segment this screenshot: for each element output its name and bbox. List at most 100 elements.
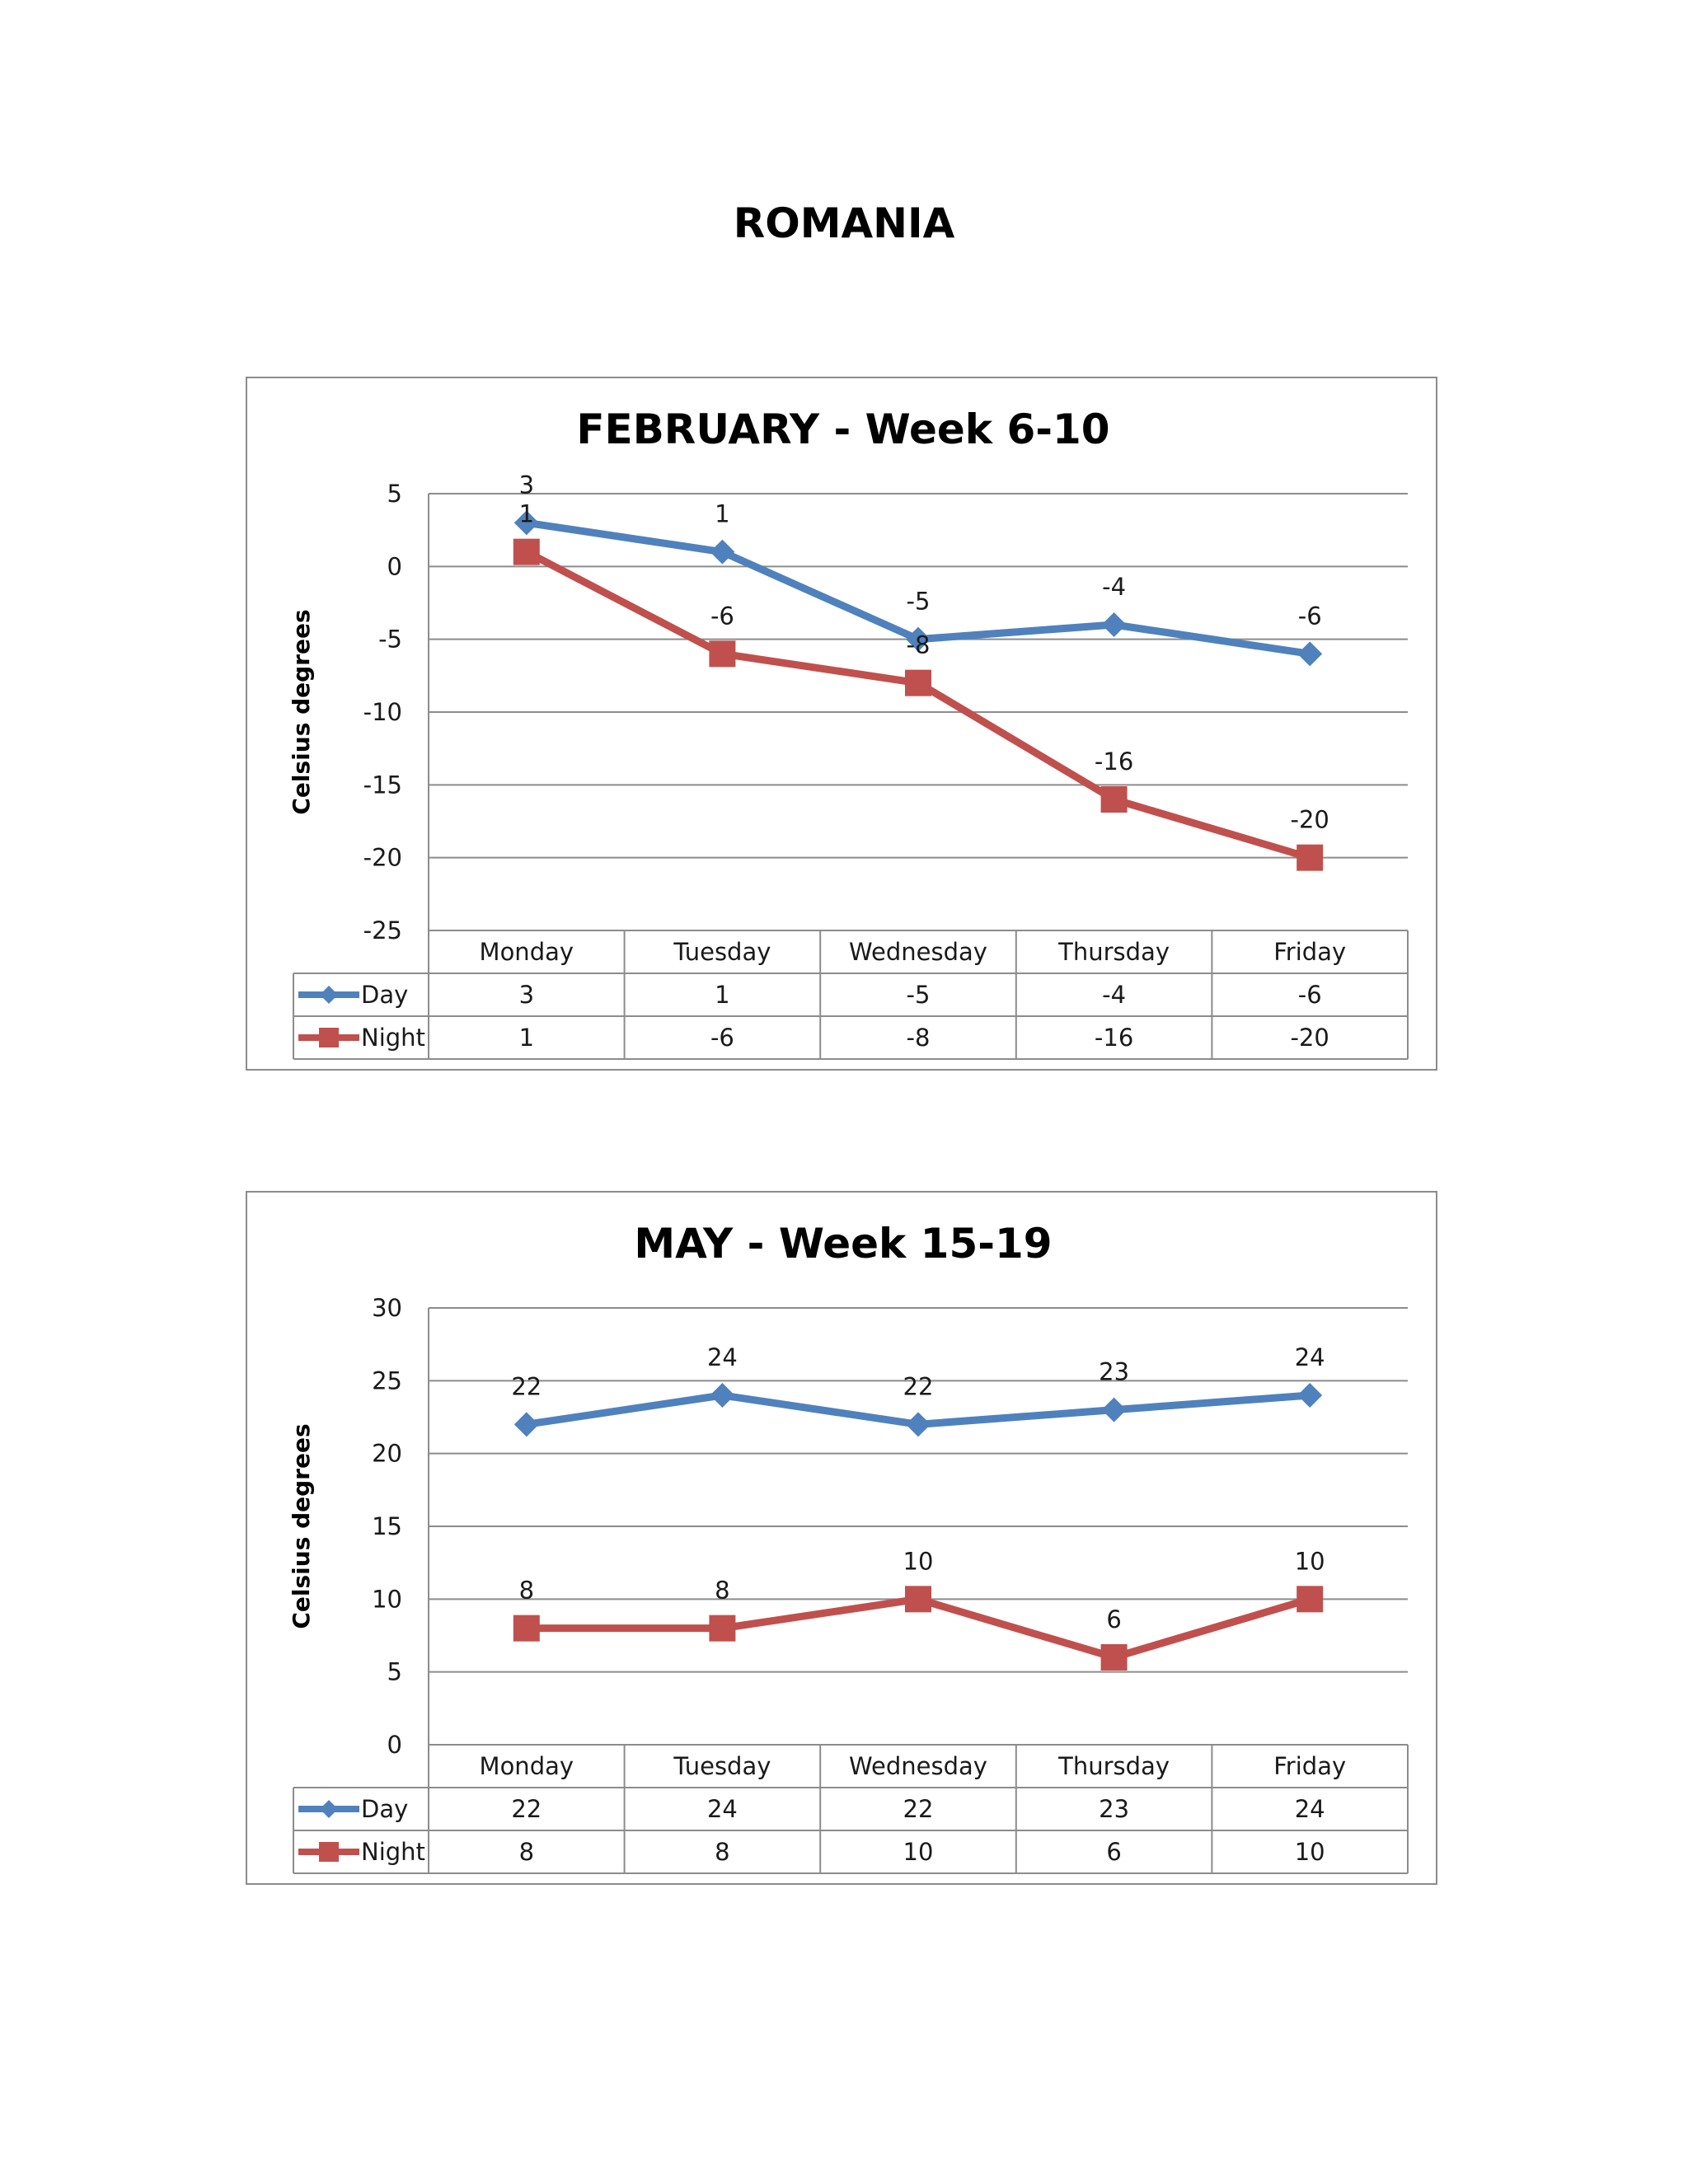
table-value: -6 xyxy=(1298,981,1322,1009)
table-value: 23 xyxy=(1099,1795,1129,1823)
chart-february: FEBRUARY - Week 6-10 Celsius degrees 5 0 -5 -… xyxy=(246,377,1437,1071)
data-label-night: 10 xyxy=(1295,1547,1325,1575)
x-category-label: Friday xyxy=(1273,938,1346,966)
legend-label-day: Day xyxy=(361,1795,408,1823)
table-value: 3 xyxy=(519,981,534,1009)
table-value: 22 xyxy=(903,1795,934,1823)
y-tick-label: -10 xyxy=(363,698,402,726)
data-point-night xyxy=(905,669,931,696)
y-tick-label: 20 xyxy=(372,1440,402,1468)
data-point-day xyxy=(1101,1397,1127,1422)
y-tick-label: 30 xyxy=(372,1294,402,1322)
legend-marker-square xyxy=(319,1842,339,1862)
y-tick-label: 0 xyxy=(387,1731,402,1759)
data-label-day: 24 xyxy=(1295,1343,1325,1371)
data-label-day: -5 xyxy=(907,588,931,616)
table-value: -16 xyxy=(1095,1024,1133,1052)
data-label-day: 3 xyxy=(519,471,534,499)
data-point-day xyxy=(513,1412,539,1437)
table-value: 6 xyxy=(1106,1838,1121,1866)
table-value: 8 xyxy=(519,1838,534,1866)
table-value: 22 xyxy=(511,1795,542,1823)
x-category-label: Wednesday xyxy=(849,938,987,966)
legend-marker-square xyxy=(319,1028,339,1047)
legend-label-day: Day xyxy=(361,981,408,1009)
table-value: -20 xyxy=(1291,1024,1329,1052)
data-point-night xyxy=(1100,1644,1128,1671)
x-category-label: Tuesday xyxy=(673,1752,771,1780)
table-value: 10 xyxy=(903,1838,934,1866)
table-value: 1 xyxy=(519,1024,534,1052)
chart-title: FEBRUARY - Week 6-10 xyxy=(576,405,1109,453)
table-value: 10 xyxy=(1295,1838,1325,1866)
table-value: 1 xyxy=(715,981,729,1009)
legend-label-night: Night xyxy=(361,1838,425,1866)
table-value: 8 xyxy=(715,1838,729,1866)
y-tick-label: -15 xyxy=(363,771,402,799)
data-point-night xyxy=(513,538,540,565)
data-point-day xyxy=(1297,641,1323,667)
y-tick-label: 5 xyxy=(387,480,402,508)
data-label-day: -6 xyxy=(1298,602,1322,630)
data-label-night: 8 xyxy=(715,1577,729,1605)
x-category-label: Thursday xyxy=(1057,1752,1170,1780)
data-point-night xyxy=(709,640,736,668)
y-axis-title: Celsius degrees xyxy=(288,609,315,814)
x-category-label: Tuesday xyxy=(673,938,771,966)
chart-may: MAY - Week 15-19 Celsius degrees 30 25 20 15 1… xyxy=(246,1191,1437,1885)
data-label-night: -16 xyxy=(1095,748,1133,776)
x-category-label: Thursday xyxy=(1057,938,1170,966)
legend-label-night: Night xyxy=(361,1024,425,1052)
y-tick-label: -20 xyxy=(363,844,402,872)
x-category-label: Friday xyxy=(1273,1752,1346,1780)
data-label-day: 24 xyxy=(707,1343,738,1371)
data-point-night xyxy=(905,1586,931,1613)
page-title: ROMANIA xyxy=(733,199,955,247)
data-label-night: -6 xyxy=(710,602,734,630)
y-tick-label: 25 xyxy=(372,1366,402,1394)
data-label-night: 10 xyxy=(903,1547,934,1575)
data-point-day xyxy=(906,626,931,652)
data-point-day xyxy=(513,510,539,536)
table-value: -4 xyxy=(1102,981,1126,1009)
data-label-night: -8 xyxy=(907,631,931,659)
y-tick-label: 15 xyxy=(372,1512,402,1540)
data-point-day xyxy=(710,539,735,565)
data-label-day: 23 xyxy=(1099,1358,1129,1386)
data-point-day xyxy=(710,1383,735,1408)
data-label-night: 1 xyxy=(519,500,534,528)
data-label-day: 22 xyxy=(903,1372,934,1400)
x-category-label: Monday xyxy=(480,938,574,966)
y-tick-label: 5 xyxy=(387,1658,402,1686)
data-point-night xyxy=(1296,1586,1324,1613)
y-tick-label: -5 xyxy=(378,626,402,654)
data-label-night: 6 xyxy=(1106,1605,1121,1633)
legend-marker-diamond xyxy=(320,1800,338,1818)
data-label-day: 1 xyxy=(715,500,729,528)
chart-february-svg: FEBRUARY - Week 6-10 Celsius degrees 5 0 -5 -… xyxy=(288,405,1409,1060)
chart-may-svg: MAY - Week 15-19 Celsius degrees 30 25 20 15 1… xyxy=(288,1220,1409,1874)
data-point-day xyxy=(1101,612,1127,637)
data-point-day xyxy=(906,1412,931,1437)
chart-title: MAY - Week 15-19 xyxy=(634,1220,1052,1268)
data-point-night xyxy=(1296,844,1324,871)
data-label-day: 22 xyxy=(511,1372,542,1400)
table-value: 24 xyxy=(1295,1795,1325,1823)
table-value: -6 xyxy=(710,1024,734,1052)
x-category-label: Monday xyxy=(480,1752,574,1780)
table-value: 24 xyxy=(707,1795,738,1823)
y-tick-label: 0 xyxy=(387,552,402,580)
table-value: -8 xyxy=(907,1024,931,1052)
x-category-label: Wednesday xyxy=(849,1752,987,1780)
data-label-day: -4 xyxy=(1102,573,1126,601)
data-point-night xyxy=(1100,786,1128,813)
legend-marker-diamond xyxy=(320,986,338,1004)
data-point-day xyxy=(1297,1383,1323,1408)
data-point-night xyxy=(513,1615,540,1642)
y-tick-label: -25 xyxy=(363,916,402,944)
table-value: -5 xyxy=(907,981,931,1009)
data-point-night xyxy=(709,1615,736,1642)
data-label-night: 8 xyxy=(519,1577,534,1605)
data-label-night: -20 xyxy=(1291,806,1329,834)
y-axis-title: Celsius degrees xyxy=(288,1423,315,1629)
